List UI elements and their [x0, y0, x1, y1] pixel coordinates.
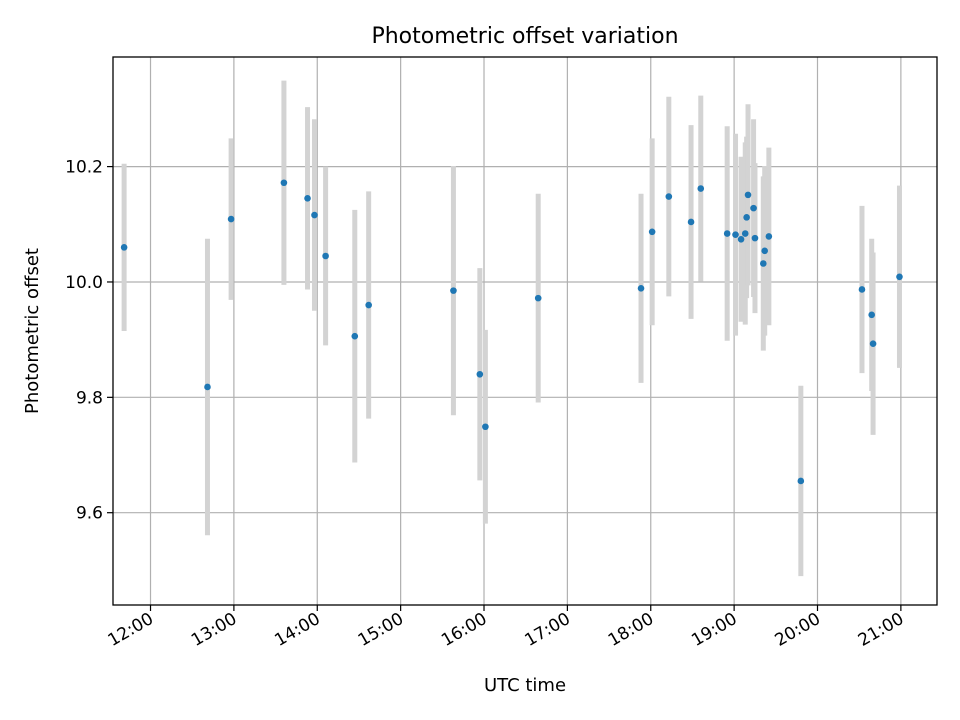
plot-frame: [112, 56, 938, 606]
data-point: [723, 230, 731, 237]
data-point: [280, 179, 288, 187]
data-point: [476, 370, 484, 378]
y-tick-label: 9.8: [76, 388, 103, 408]
data-point: [637, 285, 645, 292]
data-point: [697, 185, 705, 192]
data-point: [648, 228, 656, 236]
data-point: [204, 383, 211, 391]
y-axis-label: Photometric offset: [22, 248, 43, 414]
data-point: [732, 231, 739, 238]
data-point: [869, 340, 877, 347]
data-point: [741, 230, 749, 237]
data-point: [450, 287, 457, 294]
data-point: [365, 301, 372, 309]
data-point: [665, 193, 673, 200]
y-axis: 9.6 9.8 10.0 10.2: [65, 158, 113, 524]
data-point: [761, 247, 768, 255]
chart-title: Photometric offset variation: [371, 24, 678, 49]
x-axis-label: UTC time: [484, 675, 566, 696]
data-point: [744, 191, 752, 199]
data-point: [311, 211, 318, 219]
y-tick-label: 10.0: [65, 273, 103, 293]
data-point: [351, 332, 359, 340]
y-tick-label: 10.2: [65, 158, 103, 178]
data-point: [687, 218, 695, 226]
data-point: [765, 233, 773, 240]
data-point: [737, 235, 745, 243]
data-point: [743, 214, 750, 221]
data-point: [760, 260, 767, 267]
data-point: [534, 294, 542, 302]
data-points: [120, 179, 903, 485]
data-point: [227, 215, 235, 223]
data-point: [896, 273, 903, 281]
data-point: [751, 234, 759, 242]
data-point: [797, 477, 805, 485]
data-point: [750, 204, 757, 212]
data-point: [322, 252, 329, 260]
data-point: [120, 244, 128, 251]
y-tick-label: 9.6: [76, 504, 103, 524]
data-point: [858, 286, 866, 293]
data-point: [868, 311, 875, 319]
data-point: [304, 195, 311, 202]
data-point: [482, 423, 489, 431]
